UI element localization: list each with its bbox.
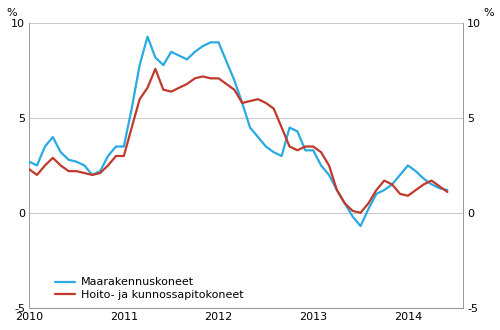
- Hoito- ja kunnossapitokoneet: [286, 145, 292, 148]
- Hoito- ja kunnossapitokoneet: [97, 171, 103, 175]
- Legend: Maarakennuskoneet, Hoito- ja kunnossapitokoneet: Maarakennuskoneet, Hoito- ja kunnossapit…: [51, 273, 248, 305]
- Maarakennuskoneet: [97, 169, 103, 173]
- Line: Maarakennuskoneet: Maarakennuskoneet: [29, 37, 448, 226]
- Hoito- ja kunnossapitokoneet: [318, 150, 324, 154]
- Hoito- ja kunnossapitokoneet: [192, 76, 198, 80]
- Maarakennuskoneet: [26, 160, 32, 164]
- Hoito- ja kunnossapitokoneet: [358, 211, 364, 215]
- Maarakennuskoneet: [444, 188, 450, 192]
- Hoito- ja kunnossapitokoneet: [152, 67, 158, 71]
- Maarakennuskoneet: [286, 126, 292, 130]
- Maarakennuskoneet: [192, 50, 198, 54]
- Maarakennuskoneet: [263, 145, 269, 148]
- Hoito- ja kunnossapitokoneet: [26, 167, 32, 171]
- Line: Hoito- ja kunnossapitokoneet: Hoito- ja kunnossapitokoneet: [29, 69, 448, 213]
- Hoito- ja kunnossapitokoneet: [444, 190, 450, 194]
- Hoito- ja kunnossapitokoneet: [263, 101, 269, 105]
- Text: %: %: [484, 8, 494, 18]
- Hoito- ja kunnossapitokoneet: [278, 126, 284, 130]
- Maarakennuskoneet: [358, 224, 364, 228]
- Maarakennuskoneet: [278, 154, 284, 158]
- Maarakennuskoneet: [318, 163, 324, 167]
- Maarakennuskoneet: [144, 35, 150, 39]
- Text: %: %: [6, 8, 17, 18]
